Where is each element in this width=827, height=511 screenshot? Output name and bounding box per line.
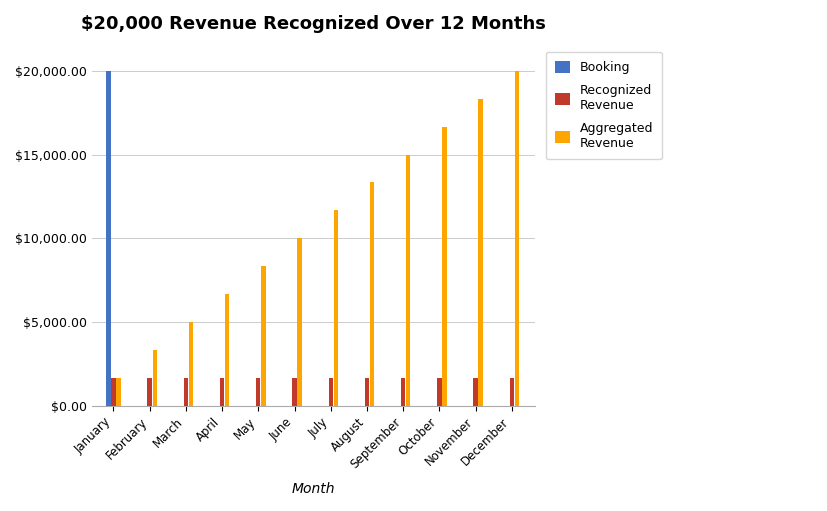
Bar [152,350,157,406]
Bar [365,378,369,406]
Bar [370,182,374,406]
Bar [437,378,441,406]
X-axis label: Month: Month [291,482,335,496]
Bar [147,378,151,406]
Bar [106,71,111,406]
Bar [297,238,301,406]
Title: $20,000 Revenue Recognized Over 12 Months: $20,000 Revenue Recognized Over 12 Month… [81,15,545,33]
Bar [220,378,224,406]
Bar [256,378,261,406]
Bar [514,71,519,406]
Bar [261,266,265,406]
Bar [111,378,116,406]
Bar [117,378,121,406]
Bar [509,378,514,406]
Bar [184,378,188,406]
Bar [328,378,332,406]
Bar [225,294,229,406]
Legend: Booking, Recognized
Revenue, Aggregated
Revenue: Booking, Recognized Revenue, Aggregated … [545,52,661,159]
Bar [473,378,477,406]
Bar [405,154,410,406]
Bar [189,322,193,406]
Bar [292,378,296,406]
Bar [400,378,404,406]
Bar [478,99,482,406]
Bar [442,127,446,406]
Bar [333,211,337,406]
